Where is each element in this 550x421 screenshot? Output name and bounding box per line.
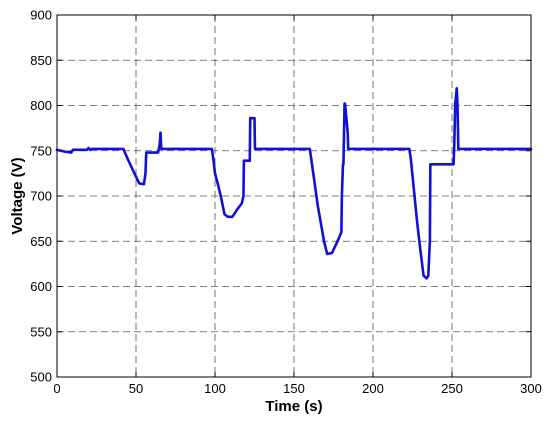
x-tick-label: 150 <box>283 381 305 396</box>
y-tick-label: 650 <box>30 234 52 249</box>
y-tick-labels: 500 550 600 650 700 750 800 850 900 <box>30 8 52 385</box>
x-axis-title: Time (s) <box>265 398 322 415</box>
plot-frame <box>56 14 532 378</box>
series-group <box>55 87 533 280</box>
x-tick-label: 50 <box>129 381 143 396</box>
series-line-1 <box>55 87 533 280</box>
y-tick-label: 800 <box>30 98 52 113</box>
grid <box>57 15 531 377</box>
y-axis-title: Voltage (V) <box>9 157 26 234</box>
y-tick-label: 500 <box>30 370 52 385</box>
x-tick-label: 250 <box>441 381 463 396</box>
y-tick-label: 750 <box>30 143 52 158</box>
x-tick-label: 100 <box>204 381 226 396</box>
y-tick-label: 850 <box>30 53 52 68</box>
x-tick-label: 300 <box>520 381 542 396</box>
y-tick-label: 600 <box>30 279 52 294</box>
y-tick-label: 700 <box>30 189 52 204</box>
x-tick-label: 200 <box>362 381 384 396</box>
y-tick-label: 900 <box>30 8 52 23</box>
x-tick-labels: 0 50 100 150 200 250 300 <box>53 381 541 396</box>
y-tick-label: 550 <box>30 324 52 339</box>
x-tick-label: 0 <box>53 381 60 396</box>
